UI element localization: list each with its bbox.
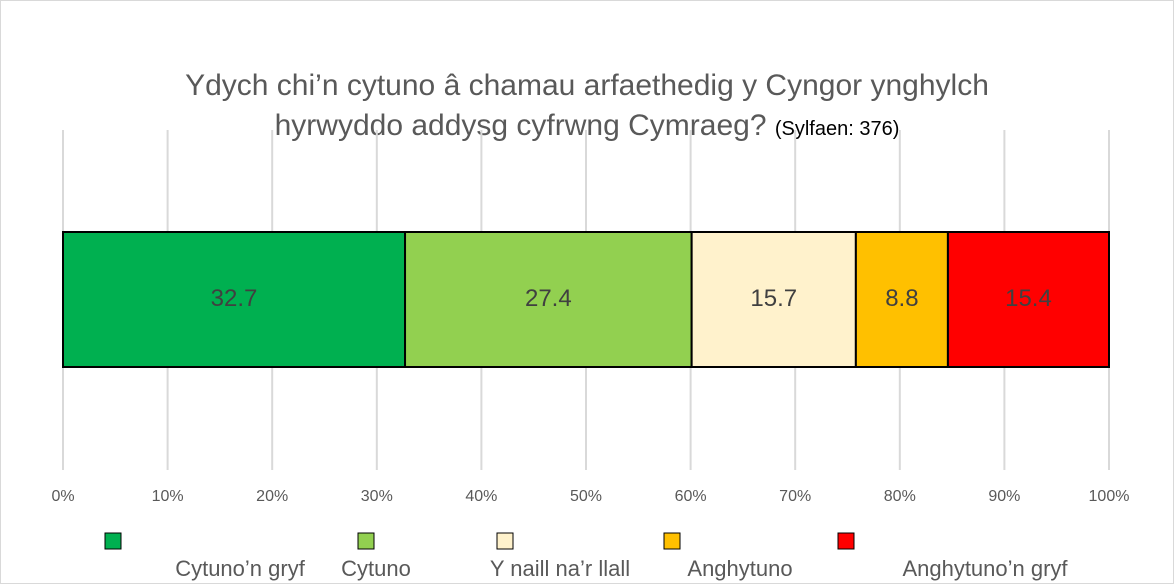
data-label: 8.8 [885, 285, 918, 312]
legend-marker [663, 532, 681, 550]
data-label: 15.4 [1005, 285, 1052, 312]
title-block: Ydych chi’n cytuno â chamau arfaethedig … [147, 66, 1027, 149]
x-tick-label: 100% [1089, 488, 1130, 505]
data-label: 15.7 [750, 285, 797, 312]
bar-segment [404, 231, 693, 368]
bar-segment [854, 231, 949, 368]
legend-marker [837, 532, 855, 550]
legend-label: Cytuno [341, 556, 411, 581]
bar-segment [690, 231, 857, 368]
legend-marker [496, 532, 514, 550]
x-tick-label: 90% [988, 488, 1020, 505]
legend-marker [357, 532, 375, 550]
legend-label: Anghytuno’n gryf [902, 556, 1068, 581]
bar-segment [62, 231, 407, 368]
x-tick-label: 20% [256, 488, 288, 505]
data-label: 27.4 [525, 285, 572, 312]
x-tick-label: 70% [779, 488, 811, 505]
x-tick-label: 40% [465, 488, 497, 505]
legend-label: Y naill na’r llall [490, 556, 630, 581]
chart-subtitle: (Sylfaen: 376) [774, 118, 900, 140]
legend-label: Anghytuno [687, 556, 792, 581]
x-tick-label: 60% [675, 488, 707, 505]
x-tick-label: 50% [570, 488, 602, 505]
x-tick-label: 30% [361, 488, 393, 505]
data-label: 32.7 [211, 285, 258, 312]
bar-segment [946, 231, 1111, 368]
x-tick-label: 80% [884, 488, 916, 505]
x-tick-label: 10% [152, 488, 184, 505]
title-box: Ydych chi’n cytuno â chamau arfaethedig … [147, 66, 1027, 149]
chart-title: Ydych chi’n cytuno â chamau arfaethedig … [185, 69, 989, 142]
x-tick-label: 0% [51, 488, 74, 505]
legend-marker [104, 532, 122, 550]
legend-label: Cytuno’n gryf [175, 556, 306, 581]
